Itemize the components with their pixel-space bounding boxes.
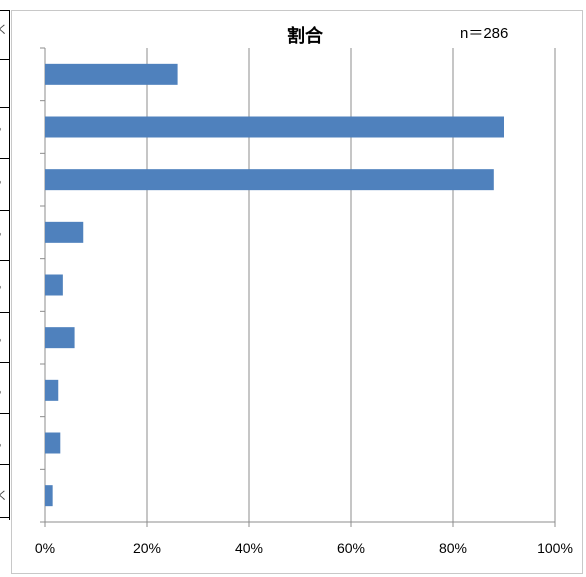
row-separator-6 bbox=[0, 312, 10, 313]
row-separator-2 bbox=[0, 107, 10, 108]
x-tick-label-0: 0% bbox=[35, 540, 55, 556]
row-separator-9 bbox=[0, 464, 10, 465]
x-tick-label-1: 20% bbox=[133, 540, 161, 556]
row-separator-10 bbox=[0, 517, 10, 518]
left-table-border bbox=[9, 10, 10, 520]
clipped-label-8: く bbox=[0, 488, 8, 502]
chart-title: 割合 bbox=[287, 26, 323, 47]
x-tick-label-3: 60% bbox=[337, 540, 365, 556]
bar-7 bbox=[45, 379, 59, 401]
x-tick-label-4: 80% bbox=[439, 540, 467, 556]
clipped-label-5: 。 bbox=[0, 332, 8, 343]
bar-5 bbox=[45, 274, 63, 296]
row-separator-5 bbox=[0, 260, 10, 261]
row-separator-0 bbox=[0, 10, 10, 11]
chart-frame bbox=[11, 10, 583, 574]
bar-3 bbox=[45, 169, 494, 191]
bar-9 bbox=[45, 485, 53, 507]
bar-4 bbox=[45, 221, 84, 243]
bar-2 bbox=[45, 116, 504, 138]
clipped-label-0: く bbox=[0, 23, 8, 36]
bar-1 bbox=[45, 63, 178, 85]
clipped-label-4: 。 bbox=[0, 279, 8, 290]
clipped-label-3: 。 bbox=[0, 226, 8, 237]
row-separator-1 bbox=[0, 59, 10, 60]
row-separator-7 bbox=[0, 362, 10, 363]
row-separator-3 bbox=[0, 158, 10, 159]
clipped-label-2: 。 bbox=[0, 174, 8, 185]
sample-size-note: n＝286 bbox=[460, 25, 509, 42]
bar-8 bbox=[45, 432, 61, 454]
clipped-label-7: 。 bbox=[0, 437, 8, 448]
row-separator-4 bbox=[0, 210, 10, 211]
clipped-label-1: 。 bbox=[0, 121, 8, 132]
x-tick-label-5: 100% bbox=[537, 540, 573, 556]
bar-6 bbox=[45, 327, 75, 349]
x-tick-label-2: 40% bbox=[235, 540, 263, 556]
row-separator-8 bbox=[0, 413, 10, 414]
clipped-label-6: 。 bbox=[0, 384, 8, 395]
